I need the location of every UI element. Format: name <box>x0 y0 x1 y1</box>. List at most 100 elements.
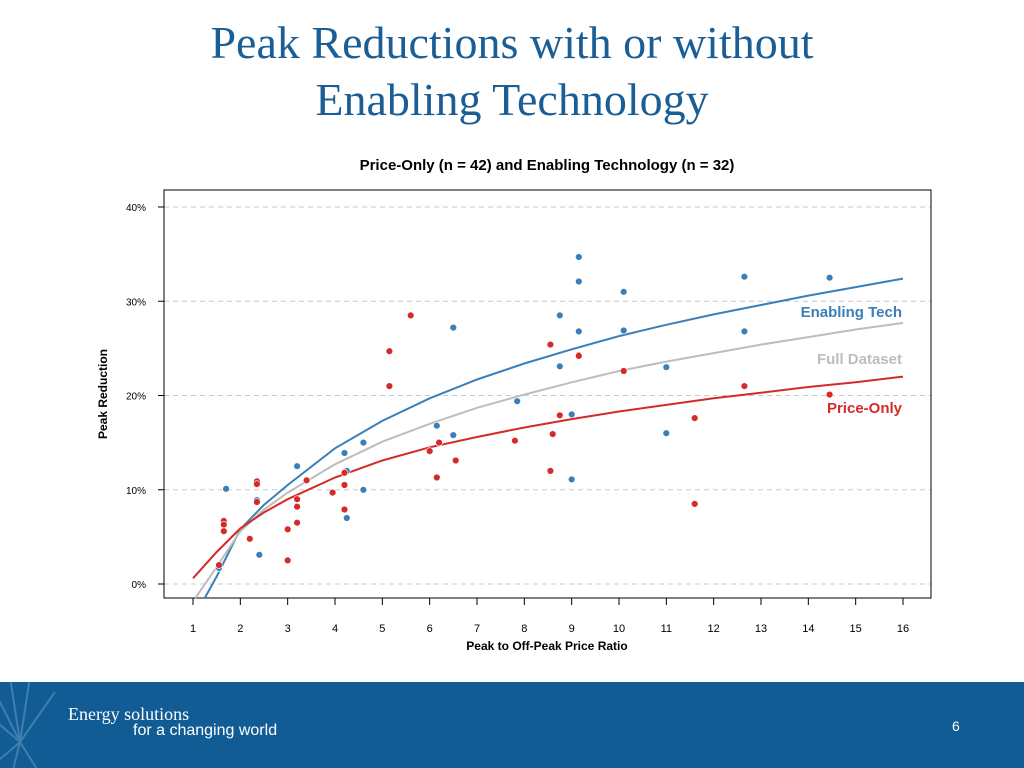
point-enabling-tech <box>662 429 670 437</box>
y-axis: 0% 10% 20% 30% 40% <box>126 203 164 591</box>
point-enabling-tech <box>567 475 576 484</box>
point-price-only <box>433 473 441 482</box>
point-price-only <box>690 500 699 508</box>
grid-lines <box>164 206 931 585</box>
point-enabling-tech <box>556 311 564 320</box>
point-enabling-tech <box>359 486 368 494</box>
point-price-only <box>435 438 443 447</box>
point-enabling-tech <box>575 253 583 261</box>
x-tick-label: 10 <box>613 623 625 635</box>
point-price-only <box>575 352 583 360</box>
x-tick-label: 16 <box>897 623 909 635</box>
point-price-only <box>340 469 349 477</box>
x-tick-label: 5 <box>379 623 385 635</box>
point-price-only <box>546 340 555 349</box>
x-tick-label: 4 <box>332 623 338 635</box>
point-price-only <box>215 561 223 569</box>
x-tick-label: 1 <box>190 623 196 635</box>
x-axis-label: Peak to Off-Peak Price Ratio <box>466 639 627 653</box>
point-price-only <box>253 498 261 506</box>
point-price-only <box>328 488 337 497</box>
point-enabling-tech <box>255 551 263 559</box>
starburst-logo <box>0 682 56 768</box>
slide-title: Peak Reductions with or without Enabling… <box>0 14 1024 128</box>
point-price-only <box>246 535 254 543</box>
point-price-only <box>825 390 834 399</box>
point-price-only <box>284 556 292 565</box>
point-price-only <box>340 505 349 514</box>
curve-label: Full Dataset <box>817 351 902 368</box>
point-enabling-tech <box>343 514 351 522</box>
point-price-only <box>426 447 434 455</box>
x-tick-label: 3 <box>285 623 291 635</box>
point-enabling-tech <box>567 410 576 419</box>
x-tick-label: 14 <box>802 623 814 635</box>
y-tick-label: 30% <box>126 297 146 308</box>
brand-subtagline: for a changing world <box>133 722 278 739</box>
point-enabling-tech <box>556 362 564 371</box>
point-enabling-tech <box>825 274 834 282</box>
point-price-only <box>340 481 349 489</box>
point-enabling-tech <box>293 462 301 470</box>
point-price-only <box>293 495 301 503</box>
point-price-only <box>385 382 394 390</box>
curve-label: Enabling Tech <box>801 304 902 321</box>
y-axis-label: Peak Reduction <box>96 349 110 439</box>
point-price-only <box>253 480 261 488</box>
plot-frame <box>163 189 932 599</box>
point-enabling-tech <box>359 438 368 447</box>
point-price-only <box>220 520 228 529</box>
point-price-only <box>546 467 555 475</box>
x-tick-label: 15 <box>850 623 862 635</box>
fit-curve-enabling-tech <box>203 277 904 599</box>
point-price-only <box>293 519 301 527</box>
page-number: 6 <box>952 718 960 734</box>
point-price-only <box>407 311 415 320</box>
point-enabling-tech <box>513 397 521 405</box>
point-enabling-tech <box>619 288 628 296</box>
data-points <box>215 253 834 572</box>
slide-title-line1: Peak Reductions with or without <box>210 17 814 68</box>
fit-curve-full-dataset <box>194 321 904 599</box>
point-enabling-tech <box>222 485 230 493</box>
point-enabling-tech <box>740 327 749 336</box>
y-tick-label: 0% <box>132 580 147 591</box>
fit-curves <box>192 277 904 599</box>
point-enabling-tech <box>662 363 670 371</box>
point-enabling-tech <box>449 323 457 332</box>
point-enabling-tech <box>575 277 583 286</box>
x-tick-label: 11 <box>661 623 672 635</box>
point-price-only <box>556 411 564 419</box>
scatter-chart: Price-Only (n = 42) and Enabling Technol… <box>96 157 932 653</box>
x-tick-label: 8 <box>521 623 527 635</box>
point-enabling-tech <box>340 449 349 457</box>
point-price-only <box>619 367 628 375</box>
curve-labels: Enabling Tech Full Dataset Price-Only <box>801 304 903 417</box>
point-price-only <box>293 503 301 511</box>
point-price-only <box>511 437 519 445</box>
chart-title: Price-Only (n = 42) and Enabling Technol… <box>360 157 735 174</box>
y-tick-label: 10% <box>126 486 146 497</box>
point-price-only <box>548 430 557 438</box>
curve-label: Price-Only <box>827 400 903 417</box>
point-price-only <box>220 527 228 535</box>
x-tick-label: 13 <box>755 623 767 635</box>
x-tick-label: 9 <box>569 623 575 635</box>
x-axis: 1 2 3 4 5 6 7 8 9 10 11 12 13 14 15 16 <box>190 598 909 635</box>
point-price-only <box>385 347 394 355</box>
point-price-only <box>452 456 460 465</box>
x-tick-label: 2 <box>237 623 243 635</box>
point-enabling-tech <box>740 273 749 281</box>
y-tick-label: 40% <box>126 203 146 214</box>
fit-curve-price-only <box>192 375 904 579</box>
x-tick-label: 6 <box>427 623 433 635</box>
y-tick-label: 20% <box>126 392 146 403</box>
point-price-only <box>284 525 292 533</box>
brand-tagline: Energy solutions <box>68 704 190 724</box>
slide-title-line2: Enabling Technology <box>315 74 709 125</box>
point-enabling-tech <box>433 422 441 430</box>
footer-bar: Energy solutions for a changing world 6 <box>0 682 1024 768</box>
point-enabling-tech <box>575 327 583 336</box>
x-tick-label: 7 <box>474 623 480 635</box>
point-enabling-tech <box>449 431 457 439</box>
